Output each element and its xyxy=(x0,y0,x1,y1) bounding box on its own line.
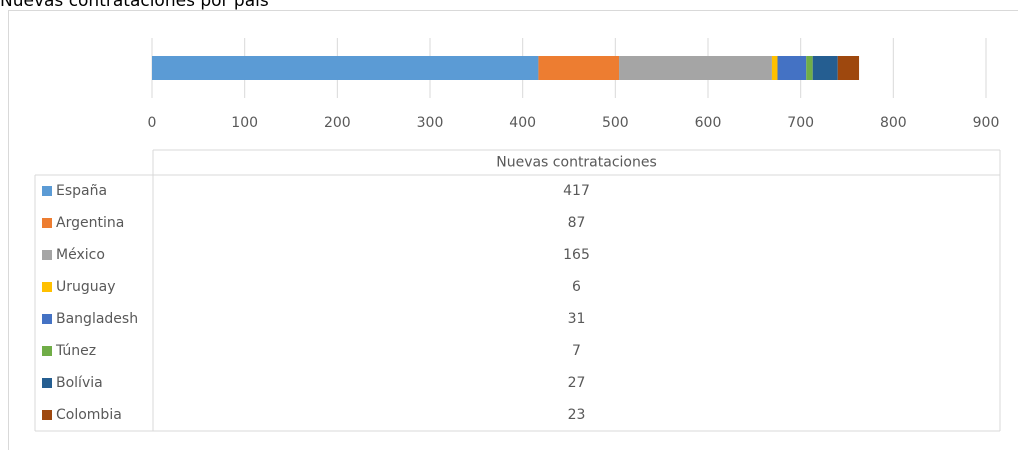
bar-segment xyxy=(837,56,860,80)
x-tick-label: 300 xyxy=(417,115,444,131)
chart-title: Nuevas contrataciones por país xyxy=(0,0,269,11)
legend-key xyxy=(42,346,52,356)
bar-segment xyxy=(152,56,539,80)
x-tick-label: 800 xyxy=(880,115,907,131)
x-tick-label: 400 xyxy=(509,115,536,131)
bar-segment xyxy=(538,56,620,80)
legend-key xyxy=(42,250,52,260)
legend-label: Bangladesh xyxy=(56,311,138,327)
bar-segment xyxy=(806,56,813,80)
table-value: 6 xyxy=(572,279,581,295)
table-value: 31 xyxy=(568,311,586,327)
table-value: 87 xyxy=(568,215,586,231)
legend-key xyxy=(42,314,52,324)
legend-label: Argentina xyxy=(56,215,124,231)
table-value: 165 xyxy=(563,247,590,263)
bar-segment xyxy=(777,56,807,80)
bar-segment xyxy=(619,56,772,80)
bar-segment xyxy=(771,56,778,80)
legend-label: México xyxy=(56,247,105,263)
legend-key xyxy=(42,186,52,196)
table-value: 7 xyxy=(572,343,581,359)
legend-key xyxy=(42,282,52,292)
x-tick-label: 900 xyxy=(973,115,1000,131)
legend-label: España xyxy=(56,183,107,199)
legend-label: Colombia xyxy=(56,407,122,423)
table-value: 417 xyxy=(563,183,590,199)
legend-label: Túnez xyxy=(55,343,96,359)
legend-label: Bolívia xyxy=(56,375,103,391)
table-value: 23 xyxy=(568,407,586,423)
table-header: Nuevas contrataciones xyxy=(496,155,657,171)
legend-key xyxy=(42,410,52,420)
x-tick-label: 0 xyxy=(148,115,157,131)
legend-key xyxy=(42,378,52,388)
x-tick-label: 700 xyxy=(787,115,814,131)
bar-segment xyxy=(812,56,838,80)
table-value: 27 xyxy=(568,375,586,391)
x-tick-label: 100 xyxy=(231,115,258,131)
legend-key xyxy=(42,218,52,228)
x-tick-label: 200 xyxy=(324,115,351,131)
x-tick-label: 500 xyxy=(602,115,629,131)
x-tick-label: 600 xyxy=(695,115,722,131)
legend-label: Uruguay xyxy=(56,279,116,295)
